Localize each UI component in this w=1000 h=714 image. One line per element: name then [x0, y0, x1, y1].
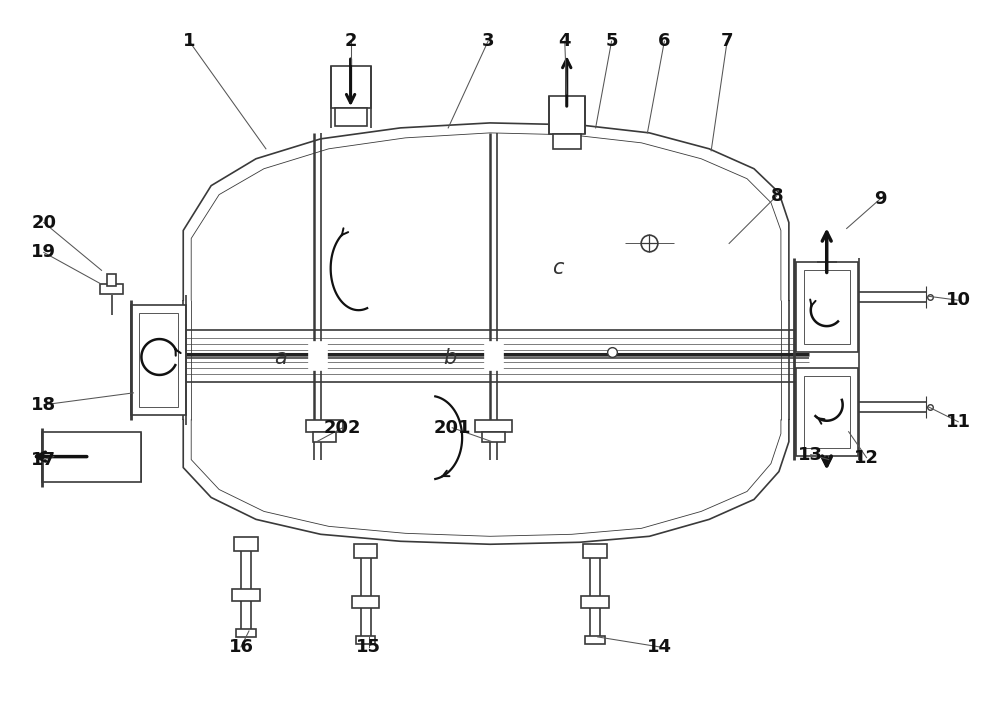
- Bar: [42, 432, 141, 481]
- Text: 201: 201: [433, 418, 471, 437]
- Text: b: b: [444, 348, 457, 368]
- Bar: [100, 284, 123, 294]
- Text: a: a: [274, 348, 287, 368]
- Bar: [306, 420, 343, 432]
- Text: 9: 9: [874, 190, 887, 208]
- Text: 13: 13: [798, 446, 823, 463]
- Bar: [107, 274, 116, 286]
- Text: 202: 202: [324, 418, 361, 437]
- Bar: [131, 305, 186, 415]
- Text: c: c: [552, 258, 564, 278]
- Bar: [581, 596, 609, 608]
- Bar: [236, 629, 256, 637]
- Text: 7: 7: [721, 32, 733, 50]
- Bar: [796, 368, 858, 456]
- Polygon shape: [183, 123, 789, 544]
- Bar: [309, 342, 327, 370]
- Text: 3: 3: [482, 32, 494, 50]
- Bar: [354, 544, 377, 558]
- Text: 18: 18: [31, 396, 56, 414]
- Text: 11: 11: [946, 413, 971, 431]
- Bar: [232, 589, 260, 601]
- Text: 17: 17: [31, 451, 56, 468]
- Bar: [482, 432, 505, 442]
- Text: 6: 6: [658, 32, 671, 50]
- Bar: [485, 342, 503, 370]
- Text: 5: 5: [605, 32, 618, 50]
- Text: 16: 16: [229, 638, 254, 656]
- Bar: [331, 66, 371, 108]
- Bar: [139, 313, 178, 407]
- Bar: [52, 440, 131, 473]
- Text: 2: 2: [344, 32, 357, 50]
- Bar: [335, 108, 367, 126]
- Bar: [356, 636, 375, 644]
- Text: 8: 8: [771, 186, 783, 205]
- Text: 12: 12: [854, 448, 879, 467]
- Bar: [352, 596, 379, 608]
- Bar: [549, 96, 585, 134]
- Bar: [553, 134, 581, 149]
- Bar: [585, 636, 605, 644]
- Bar: [796, 262, 858, 352]
- Bar: [583, 544, 607, 558]
- Bar: [313, 432, 336, 442]
- Bar: [804, 271, 850, 344]
- Bar: [804, 376, 850, 448]
- Text: 19: 19: [31, 243, 56, 261]
- Text: 14: 14: [647, 638, 672, 656]
- Text: 1: 1: [183, 32, 195, 50]
- Text: 15: 15: [356, 638, 381, 656]
- Text: 20: 20: [31, 213, 56, 231]
- Bar: [475, 420, 512, 432]
- Bar: [234, 538, 258, 551]
- Text: 10: 10: [946, 291, 971, 309]
- Text: 4: 4: [558, 32, 571, 50]
